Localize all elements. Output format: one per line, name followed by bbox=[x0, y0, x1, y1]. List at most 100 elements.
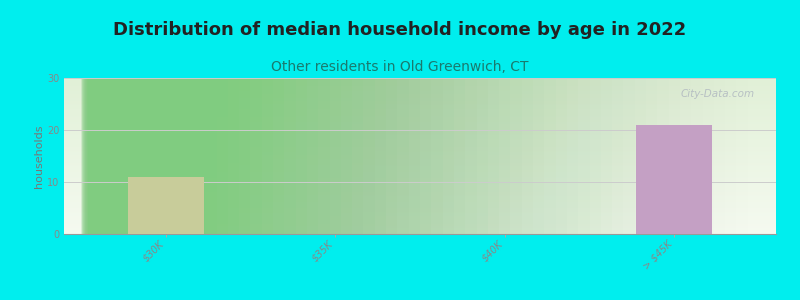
Text: Distribution of median household income by age in 2022: Distribution of median household income … bbox=[114, 21, 686, 39]
Bar bbox=[64, 87, 776, 88]
Bar bbox=[64, 95, 776, 96]
Bar bbox=[64, 168, 776, 169]
Bar bbox=[64, 192, 776, 194]
Bar bbox=[64, 187, 776, 188]
Bar bbox=[64, 130, 776, 131]
Bar bbox=[64, 229, 776, 230]
Bar bbox=[86, 78, 442, 234]
Bar bbox=[82, 78, 194, 234]
Bar bbox=[64, 218, 776, 220]
Bar bbox=[84, 78, 284, 234]
Bar bbox=[64, 230, 776, 231]
Bar bbox=[64, 200, 776, 202]
Bar bbox=[64, 140, 776, 142]
Bar bbox=[64, 225, 776, 226]
Bar bbox=[64, 104, 776, 105]
Bar bbox=[64, 178, 776, 179]
Bar bbox=[64, 202, 776, 203]
Bar bbox=[85, 78, 307, 234]
Bar bbox=[64, 94, 776, 95]
Bar bbox=[64, 136, 776, 138]
Bar bbox=[64, 144, 776, 145]
Bar bbox=[88, 78, 510, 234]
Bar bbox=[83, 78, 228, 234]
Bar bbox=[64, 124, 776, 125]
Bar bbox=[82, 78, 171, 234]
Bar bbox=[636, 125, 713, 234]
Bar bbox=[64, 79, 776, 81]
Bar bbox=[64, 106, 776, 108]
Bar bbox=[64, 99, 776, 100]
Bar bbox=[64, 138, 776, 139]
Bar bbox=[64, 181, 776, 182]
Bar bbox=[82, 78, 160, 234]
Bar bbox=[90, 78, 669, 234]
Bar bbox=[64, 139, 776, 140]
Bar bbox=[64, 183, 776, 184]
Bar bbox=[84, 78, 262, 234]
Bar bbox=[64, 227, 776, 229]
Bar bbox=[64, 112, 776, 113]
Bar bbox=[64, 186, 776, 187]
Bar bbox=[64, 156, 776, 157]
Bar bbox=[64, 86, 776, 87]
Bar bbox=[86, 78, 431, 234]
Bar bbox=[64, 108, 776, 109]
Y-axis label: households: households bbox=[34, 124, 44, 188]
Bar bbox=[64, 213, 776, 214]
Bar bbox=[64, 198, 776, 199]
Bar bbox=[82, 78, 138, 234]
Bar bbox=[82, 78, 126, 234]
Bar bbox=[83, 78, 217, 234]
Bar bbox=[85, 78, 341, 234]
Bar bbox=[83, 78, 239, 234]
Bar bbox=[89, 78, 567, 234]
Bar bbox=[64, 114, 776, 116]
Bar bbox=[64, 100, 776, 101]
Bar bbox=[64, 148, 776, 149]
Bar bbox=[87, 78, 466, 234]
Bar bbox=[64, 142, 776, 143]
Bar bbox=[81, 78, 92, 234]
Bar bbox=[83, 78, 206, 234]
Bar bbox=[86, 78, 420, 234]
Bar bbox=[86, 78, 374, 234]
Bar bbox=[64, 155, 776, 156]
Bar bbox=[90, 78, 623, 234]
Bar bbox=[64, 105, 776, 106]
Bar bbox=[83, 78, 250, 234]
Bar bbox=[64, 196, 776, 198]
Bar bbox=[90, 78, 601, 234]
Bar bbox=[64, 88, 776, 90]
Bar bbox=[92, 78, 737, 234]
Bar bbox=[64, 167, 776, 168]
Bar bbox=[86, 78, 398, 234]
Bar bbox=[64, 231, 776, 233]
Bar bbox=[64, 110, 776, 112]
Bar bbox=[64, 157, 776, 159]
Bar bbox=[64, 188, 776, 190]
Bar bbox=[91, 78, 702, 234]
Bar bbox=[64, 153, 776, 155]
Bar bbox=[64, 135, 776, 136]
Bar bbox=[86, 78, 409, 234]
Bar bbox=[89, 78, 556, 234]
Bar bbox=[64, 191, 776, 192]
Bar bbox=[90, 78, 658, 234]
Bar bbox=[64, 109, 776, 110]
Bar bbox=[86, 78, 363, 234]
Bar bbox=[90, 78, 634, 234]
Bar bbox=[89, 78, 578, 234]
Bar bbox=[64, 190, 776, 191]
Bar bbox=[91, 78, 714, 234]
Bar bbox=[64, 78, 776, 79]
Bar bbox=[64, 131, 776, 133]
Bar bbox=[82, 78, 149, 234]
Bar bbox=[89, 78, 544, 234]
Bar bbox=[64, 91, 776, 92]
Text: Other residents in Old Greenwich, CT: Other residents in Old Greenwich, CT bbox=[271, 60, 529, 74]
Bar bbox=[64, 165, 776, 166]
Bar bbox=[64, 116, 776, 117]
Bar bbox=[64, 214, 776, 216]
Bar bbox=[64, 172, 776, 173]
